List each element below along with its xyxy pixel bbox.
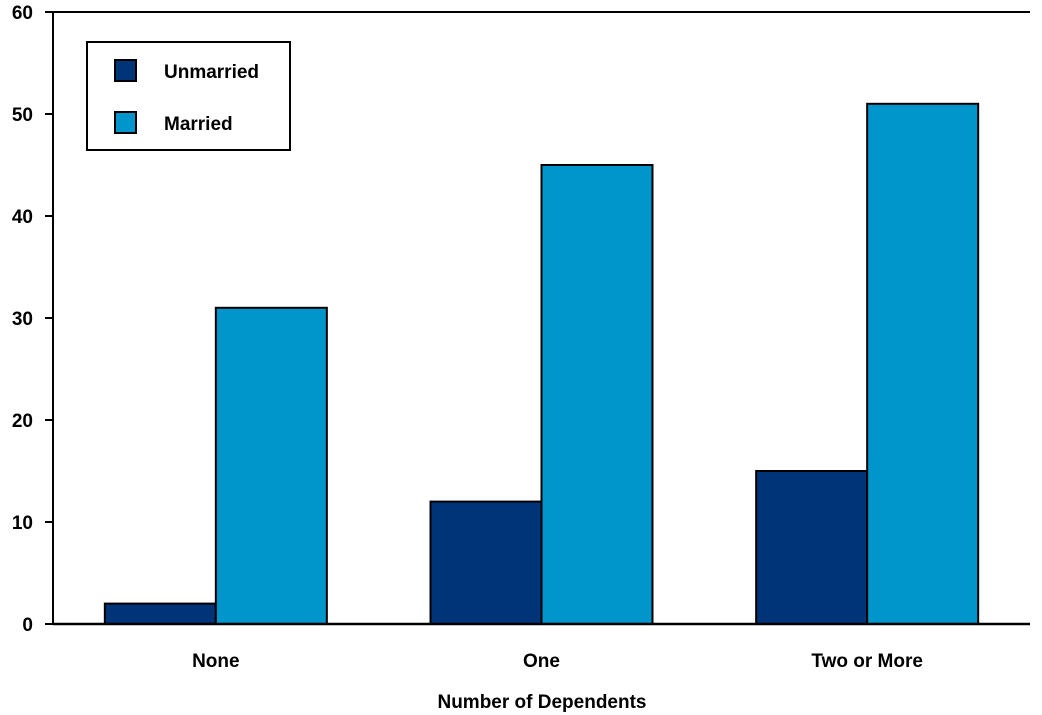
legend-swatch-unmarried xyxy=(114,59,137,82)
legend-items: Unmarried Married xyxy=(114,59,259,135)
y-tick-label: 50 xyxy=(12,105,33,126)
y-tick-label: 30 xyxy=(12,309,33,330)
bars xyxy=(103,102,980,626)
legend: Unmarried Married xyxy=(86,41,291,151)
y-tick-label: 40 xyxy=(12,207,33,228)
legend-label-unmarried: Unmarried xyxy=(164,62,259,83)
bar-married-3 xyxy=(866,102,980,626)
bar-unmarried-1 xyxy=(103,602,217,625)
y-tick-label: 0 xyxy=(22,615,33,636)
y-ticks: 0 10 20 30 40 50 60 xyxy=(12,3,53,636)
bar-married-2 xyxy=(540,164,654,625)
x-category-label: Two or More xyxy=(811,651,923,672)
plot-area: 0 10 20 30 40 50 60 None One Two or More xyxy=(12,3,1030,672)
y-tick-label: 60 xyxy=(12,3,33,24)
bar-unmarried-3 xyxy=(755,470,869,625)
x-axis-title: Number of Dependents xyxy=(437,692,646,713)
legend-swatch-married xyxy=(114,111,137,134)
category-labels: None One Two or More xyxy=(192,651,923,672)
y-tick-label: 10 xyxy=(12,513,33,534)
x-category-label: None xyxy=(192,651,240,672)
bar-married-1 xyxy=(214,306,328,625)
y-tick-label: 20 xyxy=(12,411,33,432)
x-category-label: One xyxy=(523,651,560,672)
bar-unmarried-2 xyxy=(429,500,543,626)
legend-label-married: Married xyxy=(164,114,233,135)
